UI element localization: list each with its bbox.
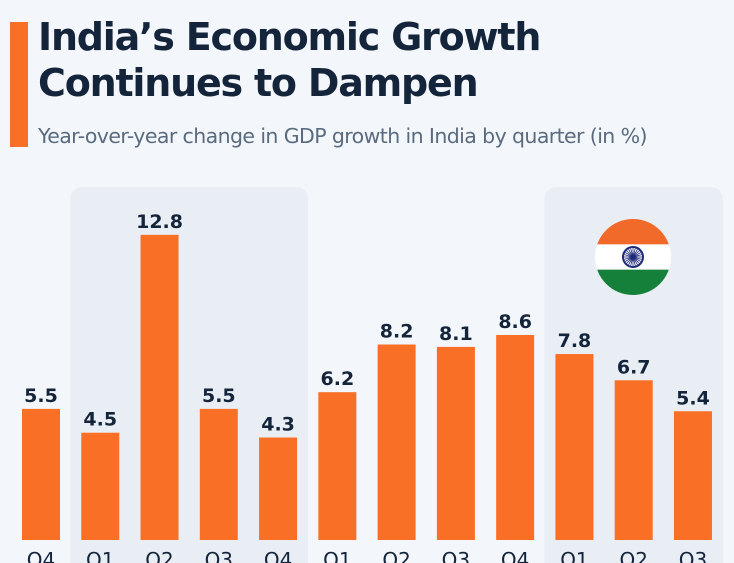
category-label: Q1 xyxy=(86,548,114,563)
value-label: 6.2 xyxy=(321,368,355,390)
title-accent-bar xyxy=(10,22,28,147)
bar xyxy=(199,408,238,540)
bar xyxy=(259,437,298,540)
value-label: 4.3 xyxy=(261,413,295,435)
bar xyxy=(377,344,416,540)
value-label: 12.8 xyxy=(136,211,183,233)
highlight-band xyxy=(70,187,309,563)
category-label: Q2 xyxy=(382,548,410,563)
category-label: Q4 xyxy=(27,548,55,563)
value-labels: 5.5 4.5 12.8 5.5 4.3 6.2 8.2 8.1 8.6 7.8 6.7 5.4 xyxy=(24,211,710,436)
value-label: 5.5 xyxy=(24,385,58,407)
chart-title-line-1: India’s Economic Growth xyxy=(38,15,541,59)
category-label: Q1 xyxy=(323,548,351,563)
chart-title-line-2: Continues to Dampen xyxy=(38,61,479,105)
category-label: Q2 xyxy=(619,548,647,563)
category-label: Q3 xyxy=(205,548,233,563)
bar xyxy=(614,380,653,540)
value-label: 5.4 xyxy=(676,387,710,409)
value-label: 7.8 xyxy=(558,330,592,352)
flag-chakra-hub xyxy=(631,255,635,259)
bar xyxy=(318,392,357,540)
value-label: 5.5 xyxy=(202,385,236,407)
category-label: Q4 xyxy=(264,548,292,563)
bar xyxy=(496,334,535,540)
chart-title: India’s Economic Growth Continues to Dam… xyxy=(38,14,728,106)
flag-chakra-ring xyxy=(622,246,644,268)
value-label: 8.1 xyxy=(439,323,473,345)
value-label: 4.5 xyxy=(83,409,117,431)
chart-subtitle: Year-over-year change in GDP growth in I… xyxy=(38,124,647,148)
value-label: 8.6 xyxy=(498,311,532,333)
category-label: Q2 xyxy=(145,548,173,563)
bar xyxy=(140,234,179,540)
bar xyxy=(555,354,594,540)
category-label: Q3 xyxy=(679,548,707,563)
bar xyxy=(436,346,475,540)
bar xyxy=(673,411,712,540)
value-label: 8.2 xyxy=(380,321,414,343)
category-labels: Q4 Q1 Q2 Q3 Q4 Q1 Q2 Q3 Q4 Q1 Q2 Q3 xyxy=(27,548,707,563)
category-label: Q1 xyxy=(560,548,588,563)
value-label: 6.7 xyxy=(617,356,651,378)
category-label: Q4 xyxy=(501,548,529,563)
bars-group xyxy=(22,234,712,540)
bar xyxy=(81,432,120,540)
bar xyxy=(22,408,60,540)
category-label: Q3 xyxy=(442,548,470,563)
